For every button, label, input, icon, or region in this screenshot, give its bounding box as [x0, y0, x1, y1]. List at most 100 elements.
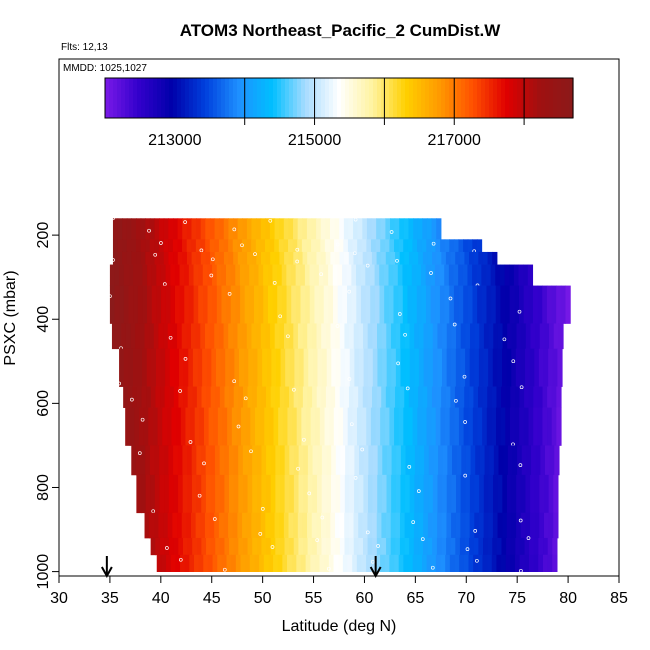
observation-marker	[353, 476, 358, 480]
heatmap-cell	[293, 512, 299, 539]
colorbar-swatch	[369, 78, 374, 118]
heatmap-cell	[468, 554, 474, 572]
colorbar-swatch	[433, 78, 438, 118]
heatmap-cell	[409, 348, 415, 387]
heatmap-cell	[370, 407, 377, 446]
heatmap-cell	[267, 285, 274, 324]
heatmap-cell	[500, 407, 506, 446]
heatmap-cell	[184, 554, 190, 572]
observation-marker	[411, 520, 416, 524]
heatmap-cell	[353, 537, 359, 556]
heatmap-cell	[543, 537, 549, 556]
heatmap-cell	[112, 239, 119, 253]
colorbar-swatch	[429, 78, 434, 118]
heatmap-cell	[445, 251, 452, 265]
heatmap-cell	[214, 512, 220, 539]
colorbar-swatch	[297, 78, 302, 118]
heatmap-cell	[348, 512, 355, 539]
colorbar-swatch	[377, 78, 382, 118]
heatmap-cell	[501, 537, 507, 556]
heatmap-cell	[527, 264, 534, 286]
colorbar-swatch	[137, 78, 142, 118]
heatmap-cell	[198, 285, 204, 324]
heatmap-cell	[270, 474, 276, 514]
heatmap-cell	[468, 386, 474, 408]
heatmap-cell	[181, 323, 187, 350]
heatmap-cell	[146, 348, 152, 387]
heatmap-cell	[252, 348, 259, 387]
heatmap-cell	[224, 386, 230, 408]
x-axis: 30 35 40 45 50 55 60 65 70 75 80 85	[50, 576, 628, 607]
heatmap-cell	[452, 445, 458, 476]
heatmap-cell	[374, 264, 380, 286]
heatmap-cell	[136, 239, 142, 253]
heatmap-cell	[407, 239, 414, 253]
heatmap-cell	[295, 264, 301, 286]
observation-marker	[243, 396, 248, 401]
heatmap-cell	[330, 474, 337, 514]
heatmap-cell	[251, 512, 257, 539]
heatmap-cell	[273, 407, 279, 446]
heatmap-cell	[145, 474, 151, 514]
heatmap-cell	[533, 537, 540, 556]
heatmap-cell	[307, 251, 313, 265]
heatmap-cell	[301, 239, 308, 253]
colorbar-swatch	[569, 78, 574, 118]
heatmap-cell	[389, 239, 395, 253]
heatmap-cell	[126, 239, 132, 253]
heatmap-cell	[237, 218, 243, 240]
date-label: MMDD: 1025,1027	[63, 63, 147, 74]
heatmap-cell	[379, 285, 385, 324]
observation-marker	[397, 312, 402, 316]
heatmap-cell	[116, 323, 122, 350]
heatmap-cell	[165, 264, 171, 286]
heatmap-cell	[269, 239, 275, 253]
colorbar-swatch	[393, 78, 398, 118]
heatmap-cell	[266, 474, 272, 514]
heatmap-cell	[212, 285, 218, 324]
heatmap-cell	[472, 264, 478, 286]
heatmap-cell	[547, 537, 553, 556]
colorbar-swatch	[113, 78, 118, 118]
heatmap-cell	[426, 285, 432, 324]
colorbar-swatch	[321, 78, 326, 118]
heatmap-cell	[123, 285, 130, 324]
heatmap-cell	[149, 239, 156, 253]
heatmap-cell	[377, 474, 383, 514]
heatmap-cell	[427, 512, 434, 539]
heatmap-cell	[117, 218, 123, 240]
colorbar-swatch	[505, 78, 510, 118]
heatmap-cell	[534, 348, 540, 387]
heatmap-cell	[149, 218, 156, 240]
heatmap-cell	[247, 386, 253, 408]
heatmap-cell	[427, 251, 433, 265]
heatmap-cell	[380, 239, 386, 253]
heatmap-cell	[367, 251, 373, 265]
heatmap-cell	[328, 554, 335, 572]
observation-marker	[396, 361, 400, 366]
heatmap-cell	[321, 474, 327, 514]
heatmap-band	[144, 512, 559, 539]
heatmap-cell	[229, 348, 236, 387]
heatmap-cell	[379, 264, 385, 286]
heatmap-cell	[395, 386, 401, 408]
heatmap-cell	[375, 554, 381, 572]
heatmap-cell	[326, 474, 332, 514]
heatmap-cell	[363, 348, 369, 387]
heatmap-cell	[117, 239, 123, 253]
heatmap-cell	[456, 474, 462, 514]
heatmap-cell	[477, 554, 484, 572]
heatmap-cell	[154, 239, 160, 253]
heatmap-cell	[423, 348, 429, 387]
heatmap-cell	[221, 264, 227, 286]
heatmap-cell	[159, 474, 165, 514]
heatmap-cell	[492, 537, 498, 556]
heatmap-cell	[320, 218, 326, 240]
heatmap-cell	[193, 264, 199, 286]
heatmap-cell	[275, 445, 281, 476]
heatmap-cell	[324, 554, 330, 572]
y-axis-label: PSXC (mbar)	[2, 270, 19, 365]
heatmap-cell	[203, 407, 210, 446]
heatmap-cell	[151, 264, 157, 286]
heatmap-cell	[155, 386, 161, 408]
